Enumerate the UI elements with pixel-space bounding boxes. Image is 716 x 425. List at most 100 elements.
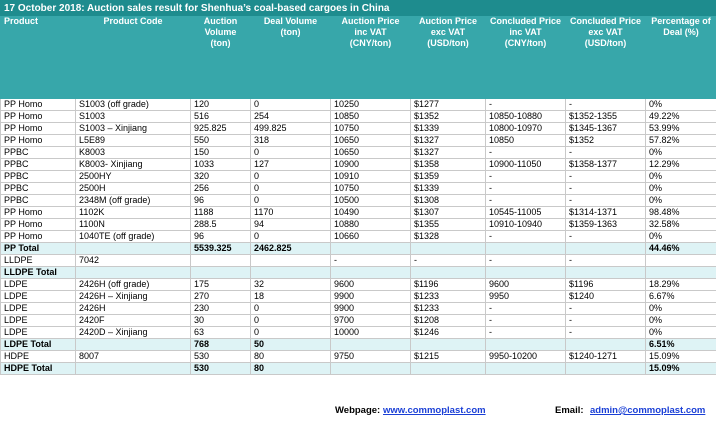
- table-cell: 0: [250, 146, 331, 159]
- table-cell: LLDPE Total: [0, 266, 76, 279]
- empty-cell: [75, 362, 191, 375]
- table-cell: -: [565, 326, 646, 339]
- table-cell: $1355: [410, 218, 486, 231]
- table-cell: S1003: [75, 110, 191, 123]
- table-cell: 96: [190, 194, 251, 207]
- table-cell: 0%: [644, 326, 716, 339]
- table-cell: 94: [250, 218, 331, 231]
- table-cell: $1314-1371: [565, 206, 646, 219]
- title: 17 October 2018: Auction sales result fo…: [0, 0, 716, 16]
- table-cell: 2426H (off grade): [75, 278, 191, 291]
- table-cell: 6.67%: [644, 290, 716, 303]
- table-row: PP Homo 1100N 288.5 94 10880 $1355 10910-10940…: [0, 218, 716, 231]
- table-cell: $1327: [410, 146, 486, 159]
- table-cell: 12.29%: [644, 158, 716, 171]
- table-cell: 53.99%: [644, 122, 716, 135]
- table-cell: $1240-1271: [565, 350, 646, 363]
- table-cell: -: [485, 314, 566, 327]
- empty-cell: [644, 266, 716, 279]
- empty-cell: [565, 266, 646, 279]
- table-cell: -: [485, 326, 566, 339]
- table-cell: 18.29%: [644, 278, 716, 291]
- table-cell: 30: [190, 314, 251, 327]
- table-cell: LDPE: [0, 326, 76, 339]
- table-cell: 10500: [330, 194, 411, 207]
- table-cell: 2426H: [75, 302, 191, 315]
- table-row: PP Total 5539.325 2462.825 44.46%: [0, 242, 716, 255]
- table-cell: 1033: [190, 158, 251, 171]
- table-cell: 150: [190, 146, 251, 159]
- table-cell: -: [485, 194, 566, 207]
- table-cell: $1308: [410, 194, 486, 207]
- table-cell: -: [565, 98, 646, 111]
- table-cell: $1339: [410, 182, 486, 195]
- empty-cell: [485, 242, 566, 255]
- table-cell: 0: [250, 98, 331, 111]
- table-cell: 2462.825: [250, 242, 331, 255]
- column-header: Auction Price inc VAT (CNY/ton): [330, 15, 411, 99]
- table-cell: 10900-11050: [485, 158, 566, 171]
- auction-table: 17 October 2018: Auction sales result fo…: [0, 0, 716, 375]
- table-cell: 7042: [75, 254, 191, 267]
- table-cell: 10910-10940: [485, 218, 566, 231]
- table-row: PPBC K8003 150 0 10650 $1327- -0%: [0, 146, 716, 159]
- table-cell: 98.48%: [644, 206, 716, 219]
- table-cell: 6.51%: [644, 338, 716, 351]
- table-cell: 1102K: [75, 206, 191, 219]
- email-label: Email:: [555, 405, 584, 416]
- table-row: PP Homo L5E89 550 318 10650 $1327 10850 $1352 57…: [0, 134, 716, 147]
- table-cell: 10660: [330, 230, 411, 243]
- table-cell: 254: [250, 110, 331, 123]
- empty-cell: [330, 266, 411, 279]
- table-row: PPBC 2500HY 320 0 10910 $1359- -0%: [0, 170, 716, 183]
- table-row: PP Homo S1003 (off grade) 120 0 10250 $1277- -…: [0, 98, 716, 111]
- table-cell: -: [565, 314, 646, 327]
- column-header: Product Code: [75, 15, 191, 99]
- table-cell: -: [565, 182, 646, 195]
- table-cell: 32.58%: [644, 218, 716, 231]
- table-cell: 530: [190, 362, 251, 375]
- empty-cell: [330, 242, 411, 255]
- table-cell: 2420D – Xinjiang: [75, 326, 191, 339]
- empty-cell: [330, 362, 411, 375]
- table-row: PP Homo 1102K 1188 1170 10490 $1307 10545-1100…: [0, 206, 716, 219]
- table-cell: 15.09%: [644, 350, 716, 363]
- table-cell: $1359-1363: [565, 218, 646, 231]
- empty-cell: [75, 242, 191, 255]
- empty-cell: [330, 338, 411, 351]
- table-cell: 270: [190, 290, 251, 303]
- table-cell: 9600: [330, 278, 411, 291]
- table-cell: 9950-10200: [485, 350, 566, 363]
- table-cell: $1208: [410, 314, 486, 327]
- table-cell: PP Homo: [0, 230, 76, 243]
- table-cell: 0: [250, 194, 331, 207]
- table-cell: 0%: [644, 230, 716, 243]
- table-cell: 0: [250, 170, 331, 183]
- email-link[interactable]: admin@commoplast.com: [590, 405, 706, 416]
- table-cell: 0: [250, 302, 331, 315]
- table-cell: $1233: [410, 302, 486, 315]
- table-cell: 256: [190, 182, 251, 195]
- table-row: PPBC 2500H 256 0 10750 $1339- -0%: [0, 182, 716, 195]
- webpage-link[interactable]: www.commoplast.com: [383, 405, 486, 416]
- table-cell: 10850: [330, 110, 411, 123]
- table-cell: 9600: [485, 278, 566, 291]
- table-cell: 9750: [330, 350, 411, 363]
- empty-cell: [565, 362, 646, 375]
- column-header: Deal Volume (ton): [250, 15, 331, 99]
- table-cell: 10490: [330, 206, 411, 219]
- table-row: LDPE Total 768 50 6.51%: [0, 338, 716, 351]
- table-cell: 96: [190, 230, 251, 243]
- table-cell: 15.09%: [644, 362, 716, 375]
- table-row: PPBC K8003- Xinjiang 1033 127 10900 $1358 1090…: [0, 158, 716, 171]
- table-cell: PPBC: [0, 194, 76, 207]
- table-cell: 9900: [330, 290, 411, 303]
- table-cell: LDPE: [0, 278, 76, 291]
- table-cell: 57.82%: [644, 134, 716, 147]
- column-header: Concluded Price inc VAT (CNY/ton): [485, 15, 566, 99]
- table-cell: 10880: [330, 218, 411, 231]
- table-cell: 9700: [330, 314, 411, 327]
- header-row: Product Product Code Auction Volume (ton) D…: [0, 15, 716, 99]
- table-row: PP Homo 1040TE (off grade) 96 0 10660 $1328- -…: [0, 230, 716, 243]
